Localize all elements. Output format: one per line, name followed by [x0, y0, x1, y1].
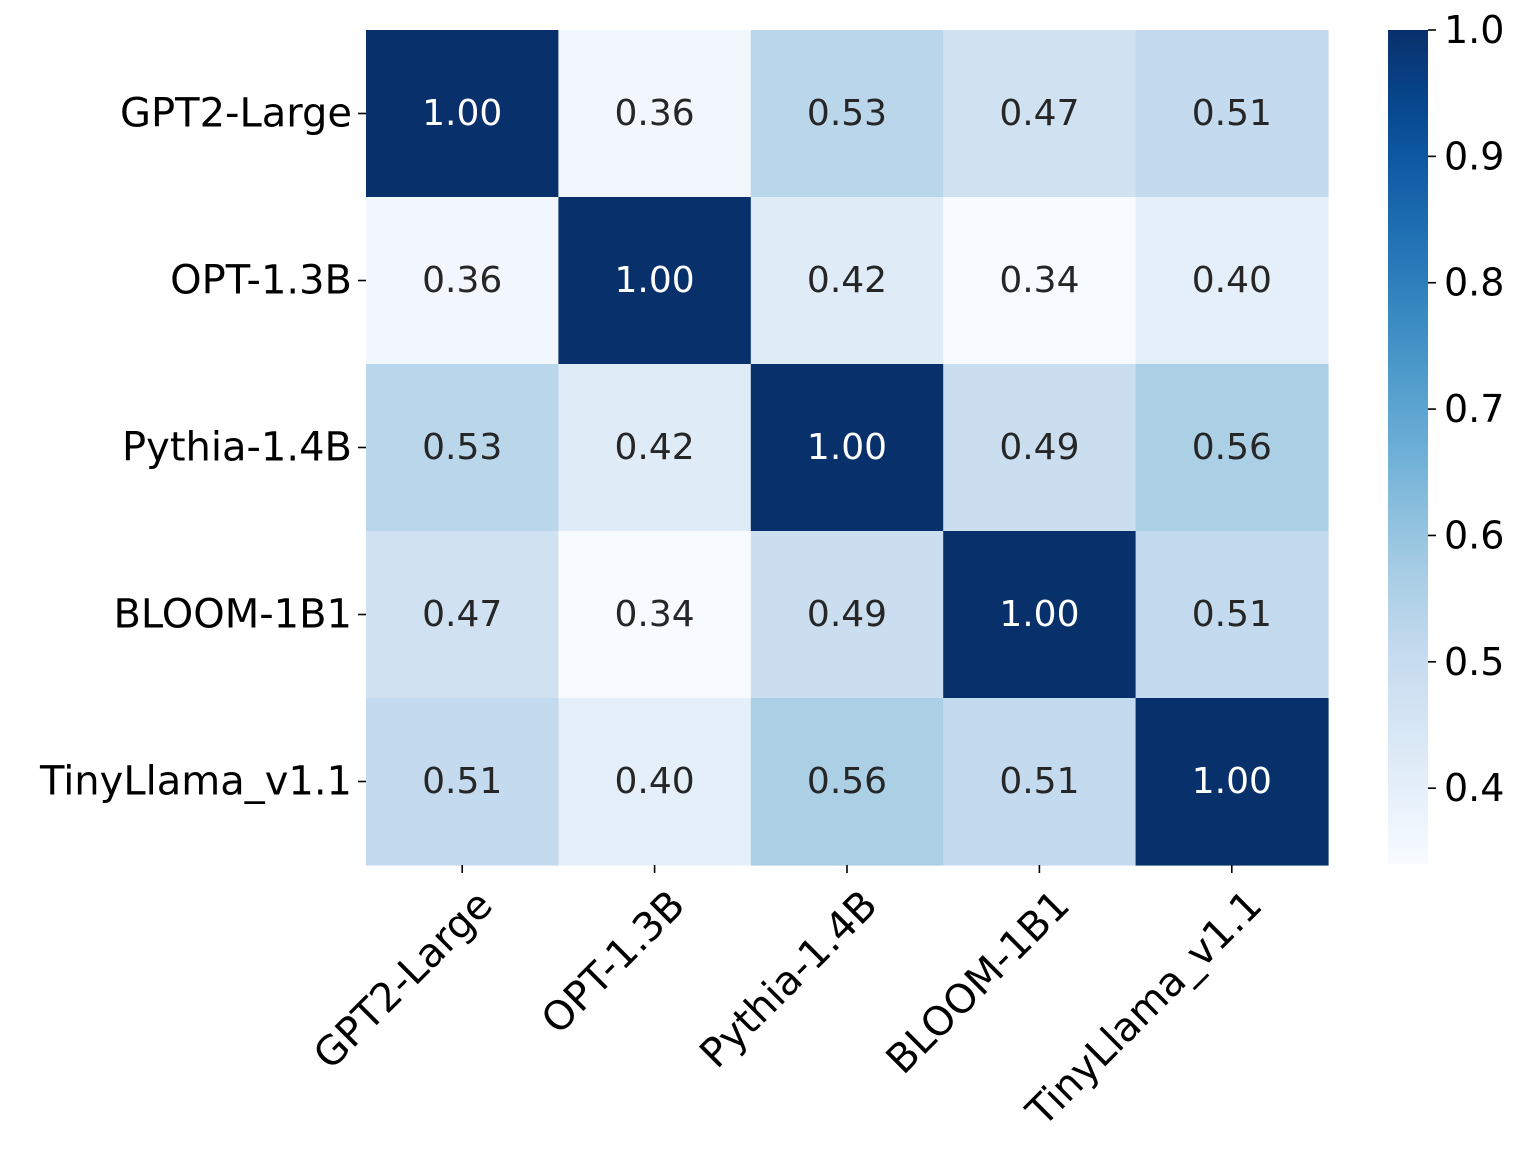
- y-tick-label: GPT2-Large: [120, 91, 352, 137]
- colorbar-tick-label: 0.5: [1444, 640, 1504, 684]
- x-tick-label: Pythia-1.4B: [691, 882, 886, 1077]
- cell-value-label: 1.00: [422, 93, 502, 134]
- heatmap-cells: [366, 30, 1329, 866]
- y-tick-label: TinyLlama_v1.1: [39, 759, 352, 805]
- heatmap-cell-r4-c2: [750, 698, 944, 866]
- cell-value-label: 0.47: [422, 594, 502, 635]
- heatmap-cell-r1-c3: [943, 197, 1137, 365]
- heatmap-cell-r3-c2: [750, 531, 944, 699]
- cell-value-label: 0.49: [999, 427, 1079, 468]
- heatmap-cell-r4-c1: [558, 698, 752, 866]
- heatmap-cell-r0-c1: [558, 30, 752, 198]
- heatmap-annotations: 1.00 0.36 0.53 0.47 0.51 0.36 1.00 0.42 0.34 0.40…: [422, 93, 1272, 802]
- colorbar-tick-label: 1.0: [1444, 8, 1504, 52]
- colorbar-tick-label: 0.6: [1444, 513, 1504, 557]
- colorbar-tick-label: 0.7: [1444, 387, 1504, 431]
- cell-value-label: 0.51: [1192, 594, 1272, 635]
- cell-value-label: 1.00: [1192, 761, 1272, 802]
- heatmap-cell-r0-c0: [366, 30, 559, 198]
- x-tick-label: BLOOM-1B1: [878, 882, 1079, 1083]
- heatmap-cell-r3-c4: [1135, 531, 1329, 699]
- heatmap-cell-r2-c1: [558, 364, 752, 532]
- x-tick-label: GPT2-Large: [305, 882, 502, 1079]
- heatmap-cell-r3-c0: [366, 531, 559, 699]
- heatmap-cell-r0-c2: [750, 30, 944, 198]
- heatmap-cell-r2-c3: [943, 364, 1137, 532]
- heatmap-cell-r2-c0: [366, 364, 559, 532]
- cell-value-label: 0.42: [615, 427, 695, 468]
- cell-value-label: 0.56: [1192, 427, 1272, 468]
- cell-value-label: 1.00: [999, 594, 1079, 635]
- heatmap-cell-r1-c4: [1135, 197, 1329, 365]
- colorbar-tick-label: 0.8: [1444, 261, 1504, 305]
- heatmap-cell-r1-c0: [366, 197, 559, 365]
- cell-value-label: 0.36: [422, 260, 502, 301]
- cell-value-label: 0.49: [807, 594, 887, 635]
- colorbar-tick-label: 0.9: [1444, 134, 1504, 178]
- cell-value-label: 0.34: [999, 260, 1079, 301]
- x-axis: GPT2-Large OPT-1.3BPythia-1.4BBLOOM-1B1Ti…: [305, 865, 1271, 1136]
- heatmap-cell-r3-c3: [943, 531, 1137, 699]
- cell-value-label: 0.51: [1192, 93, 1272, 134]
- cell-value-label: 1.00: [807, 427, 887, 468]
- cell-value-label: 0.51: [999, 761, 1079, 802]
- heatmap-cell-r0-c3: [943, 30, 1137, 198]
- heatmap-cell-r2-c4: [1135, 364, 1329, 532]
- heatmap-cell-r1-c1: [558, 197, 752, 365]
- y-tick-label: BLOOM-1B1: [113, 592, 352, 638]
- cell-value-label: 1.00: [615, 260, 695, 301]
- heatmap-cell-r2-c2: [750, 364, 944, 532]
- colorbar: 0.4 0.5 0.6 0.7 0.8 0.9 1.0: [1388, 8, 1504, 864]
- cell-value-label: 0.51: [422, 761, 502, 802]
- heatmap-cell-r3-c1: [558, 531, 752, 699]
- colorbar-gradient: [1388, 30, 1428, 864]
- heatmap-cell-r4-c4: [1135, 698, 1329, 866]
- x-tick-label: OPT-1.3B: [533, 882, 694, 1043]
- cell-value-label: 0.40: [615, 761, 695, 802]
- colorbar-tick-label: 0.4: [1444, 766, 1504, 810]
- y-axis: GPT2-Large OPT-1.3B Pythia-1.4B BLOOM-1B1 Ti…: [39, 91, 366, 805]
- y-tick-label: OPT-1.3B: [170, 258, 352, 304]
- cell-value-label: 0.47: [999, 93, 1079, 134]
- heatmap-cell-r4-c3: [943, 698, 1137, 866]
- cell-value-label: 0.34: [615, 594, 695, 635]
- cell-value-label: 0.42: [807, 260, 887, 301]
- heatmap-cell-r1-c2: [750, 197, 944, 365]
- y-tick-label: Pythia-1.4B: [122, 425, 352, 471]
- cell-value-label: 0.40: [1192, 260, 1272, 301]
- heatmap-cell-r4-c0: [366, 698, 559, 866]
- cell-value-label: 0.53: [807, 93, 887, 134]
- cell-value-label: 0.36: [615, 93, 695, 134]
- cell-value-label: 0.53: [422, 427, 502, 468]
- heatmap-cell-r0-c4: [1135, 30, 1329, 198]
- cell-value-label: 0.56: [807, 761, 887, 802]
